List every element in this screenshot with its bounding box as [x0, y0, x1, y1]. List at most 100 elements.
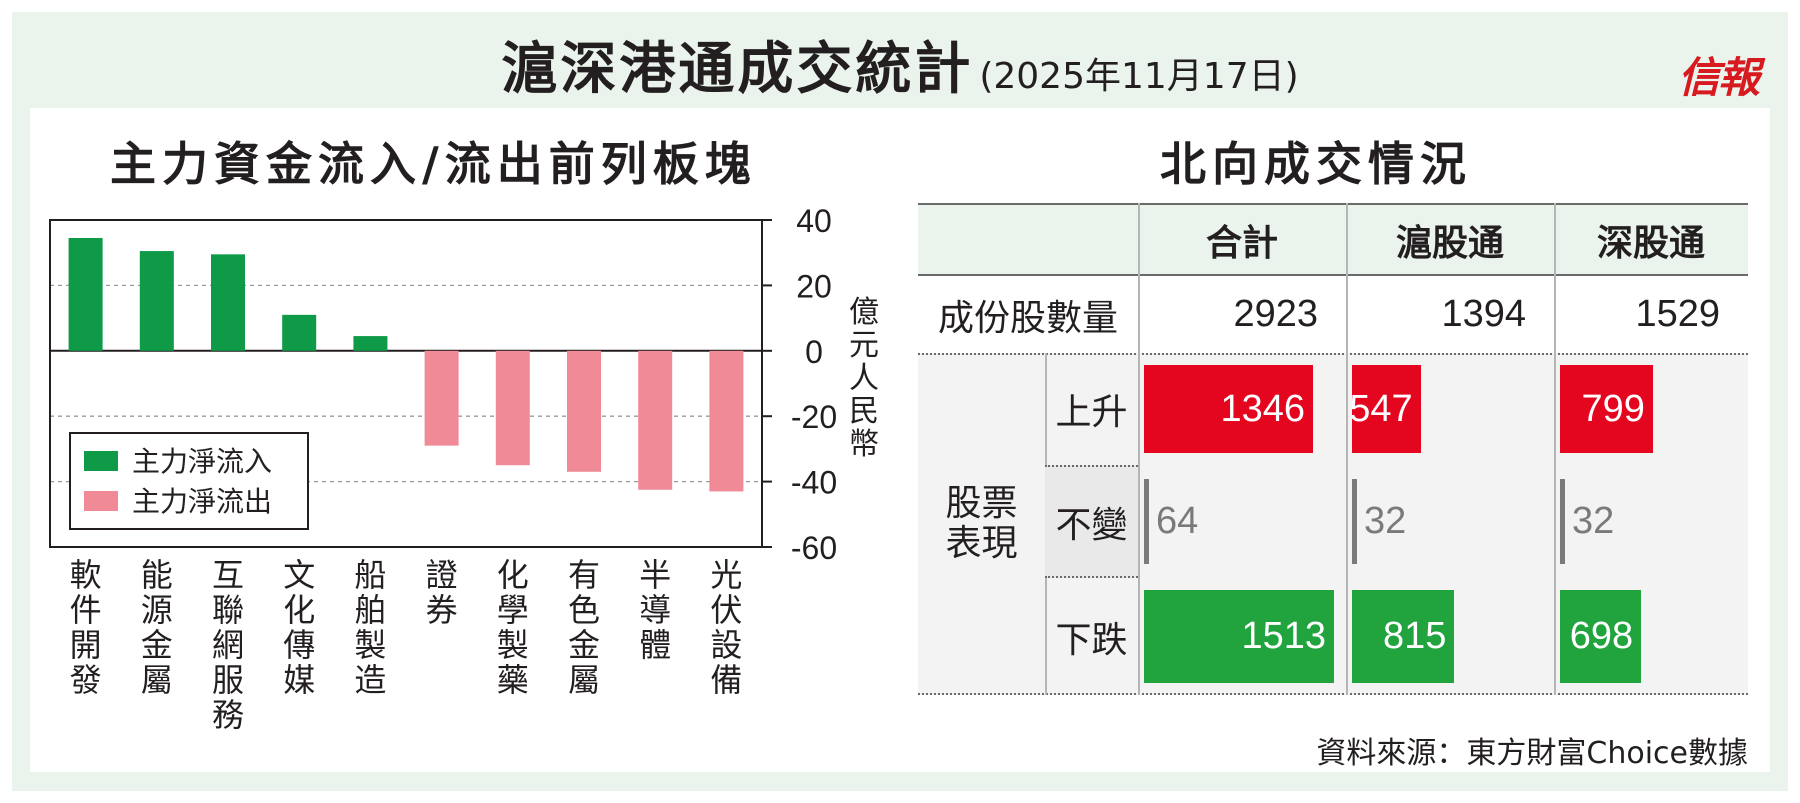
legend-box — [69, 432, 309, 530]
category-label-char: 文 — [283, 556, 315, 594]
fall-bar — [1144, 590, 1334, 683]
fall-value: 815 — [1382, 615, 1447, 657]
rise-value: 1346 — [1220, 387, 1306, 430]
column-separator — [1138, 203, 1140, 695]
legend-label: 主力淨流入 — [132, 445, 272, 478]
row-unchanged-label-bg — [1045, 465, 1138, 578]
y-tick-label: -20 — [791, 399, 837, 435]
category-label-char: 互 — [212, 556, 244, 594]
bar — [139, 251, 174, 351]
performance-label: 股票 表現 — [945, 483, 1018, 564]
bar — [68, 237, 103, 351]
category-label-char: 備 — [710, 661, 742, 699]
unchanged-bar — [1352, 479, 1357, 564]
constituent-value: 2923 — [1233, 293, 1318, 335]
table-header-bg — [918, 203, 1748, 276]
category-label-char: 傳 — [283, 626, 315, 664]
rise-value: 547 — [1349, 387, 1413, 430]
legend-swatch — [84, 491, 118, 511]
category-label-char: 製 — [354, 626, 386, 664]
column-separator — [1554, 203, 1556, 695]
category-label-char: 能 — [141, 556, 173, 594]
category-label-char: 屬 — [568, 661, 600, 699]
category-label-char: 化 — [283, 591, 315, 629]
category-label-char: 金 — [568, 626, 600, 664]
category-label-char: 藥 — [497, 661, 529, 699]
y-tick-label: 0 — [805, 334, 823, 370]
source-note: 資料來源：東方財富Choice數據 — [1316, 736, 1748, 771]
category-label-char: 服 — [212, 661, 244, 699]
y-axis-label-char: 元 — [849, 328, 879, 363]
y-tick-label: 20 — [796, 268, 832, 304]
constituent-label: 成份股數量 — [937, 297, 1118, 339]
y-axis-label-char: 幣 — [849, 427, 879, 462]
table-title: 北向成交情況 — [1160, 137, 1472, 191]
title-main: 滬深港通成交統計 — [501, 37, 974, 102]
column-separator — [1346, 203, 1348, 695]
unchanged-value: 32 — [1364, 500, 1407, 542]
rise-bar — [1352, 365, 1421, 453]
unchanged-value: 64 — [1156, 500, 1199, 542]
category-label-char: 光 — [710, 556, 742, 594]
bar — [353, 336, 388, 351]
chart-title: 主力資金流入/流出前列板塊 — [110, 137, 757, 191]
category-label-char: 發 — [70, 661, 102, 699]
y-axis-label-char: 人 — [849, 361, 879, 396]
category-label-char: 務 — [212, 696, 244, 734]
unchanged-bar — [1560, 479, 1565, 564]
category-label-char: 源 — [141, 591, 173, 629]
category-label-char: 證 — [426, 556, 458, 594]
category-label-char: 網 — [212, 626, 244, 664]
fall-bar — [1560, 590, 1642, 683]
category-label-char: 聯 — [212, 591, 244, 629]
category-label-char: 學 — [497, 591, 529, 629]
category-label-char: 船 — [354, 556, 386, 594]
northbound-table: 合計 滬股通 深股通 成份股數量 2923 1394 1529 股票 表現 上升 1346 547 7… — [918, 203, 1748, 695]
category-label-char: 舶 — [354, 591, 386, 629]
category-label-char: 化 — [497, 556, 529, 594]
category-label-char: 設 — [710, 626, 742, 664]
category-label-char: 導 — [639, 591, 671, 629]
category-label-char: 金 — [141, 626, 173, 664]
y-tick-label: -40 — [791, 465, 837, 501]
performance-row-label: 上升 — [1055, 392, 1128, 433]
category-label-char: 軟 — [70, 556, 102, 594]
bar — [638, 350, 673, 490]
brand-logo: 信報 — [1678, 53, 1760, 102]
row-separator — [918, 353, 1748, 355]
unchanged-value: 32 — [1572, 500, 1615, 542]
bar — [709, 350, 744, 492]
category-label-char: 半 — [639, 556, 671, 594]
category-label-char: 開 — [70, 626, 102, 664]
page-title: 滬深港通成交統計 (2025年11月17日) — [0, 24, 1800, 105]
category-label-char: 券 — [426, 591, 458, 629]
legend-label: 主力淨流出 — [132, 485, 272, 518]
table-bottom-border — [918, 693, 1748, 695]
bar — [211, 254, 245, 351]
rise-bar — [1560, 365, 1653, 453]
y-axis-label-char: 民 — [849, 394, 879, 429]
y-axis-label-char: 億 — [849, 295, 879, 330]
fall-value: 1513 — [1241, 615, 1326, 657]
performance-row-label: 下跌 — [1055, 619, 1128, 661]
y-tick-label: 40 — [796, 203, 832, 239]
fall-value: 698 — [1569, 615, 1634, 657]
constituent-value: 1394 — [1441, 293, 1526, 335]
category-label-char: 色 — [568, 591, 600, 629]
bar — [567, 350, 601, 472]
performance-row-label: 不變 — [1055, 504, 1128, 546]
title-date: (2025年11月17日) — [979, 56, 1299, 97]
column-header: 合計 — [1205, 222, 1278, 264]
constituent-value: 1529 — [1635, 293, 1720, 335]
category-label-char: 屬 — [141, 661, 173, 699]
category-label-char: 體 — [639, 626, 671, 664]
bar — [424, 350, 459, 446]
category-label-char: 件 — [70, 591, 102, 629]
unchanged-bar — [1144, 479, 1149, 564]
bar — [282, 314, 317, 351]
rise-bar — [1144, 365, 1314, 453]
y-tick-label: -60 — [791, 530, 837, 566]
category-label-char: 有 — [568, 556, 600, 594]
category-label-char: 媒 — [283, 661, 315, 699]
